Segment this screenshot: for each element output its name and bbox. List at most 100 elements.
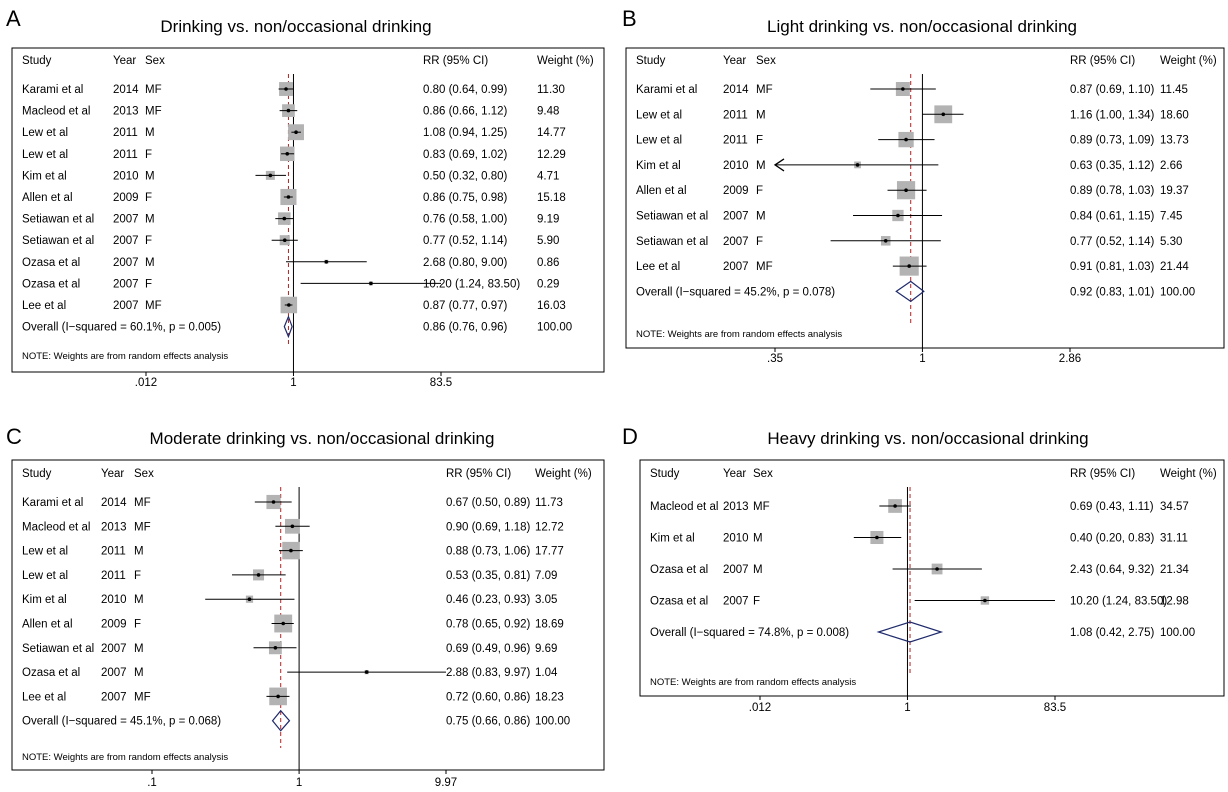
study-rr-ci: 1.08 (0.94, 1.25)	[423, 127, 508, 139]
point-estimate	[289, 548, 293, 553]
ci-truncation-arrow	[773, 158, 785, 172]
study-rr-ci: 2.68 (0.80, 9.00)	[423, 257, 508, 269]
study-weight: 19.37	[1160, 185, 1189, 197]
study-rr-ci: 0.83 (0.69, 1.02)	[423, 149, 508, 161]
study-rr-ci: 0.89 (0.78, 1.03)	[1070, 185, 1155, 197]
study-sex: M	[753, 564, 763, 576]
study-label: Setiawan et al	[22, 214, 94, 226]
study-year: 2007	[113, 235, 139, 247]
study-year: 2007	[101, 643, 127, 655]
header-study: Study	[650, 468, 680, 480]
study-rr-ci: 0.88 (0.73, 1.06)	[446, 546, 531, 558]
overall-rr-ci: 0.92 (0.83, 1.01)	[1070, 286, 1155, 298]
study-label: Lee et al	[22, 300, 66, 312]
study-label: Kim et al	[22, 594, 67, 606]
header-study: Study	[22, 55, 52, 67]
x-tick-label: .012	[749, 702, 771, 714]
overall-label: Overall (I−squared = 74.8%, p = 0.008)	[650, 627, 849, 639]
study-weight: 11.73	[535, 497, 563, 509]
study-label: Lew et al	[22, 127, 68, 139]
header-weight: Weight (%)	[1160, 55, 1217, 67]
panel-frame	[625, 47, 1225, 349]
point-estimate	[369, 281, 373, 286]
study-label: Macleod et al	[22, 521, 90, 533]
point-estimate	[286, 108, 291, 113]
panel-letter: A	[6, 6, 21, 31]
point-estimate	[286, 195, 291, 199]
x-tick-label: 83.5	[1044, 702, 1066, 714]
study-weight: 14.77	[537, 127, 566, 139]
study-year: 2014	[723, 84, 749, 96]
study-sex: F	[145, 149, 152, 161]
header-year: Year	[113, 55, 136, 67]
study-label: Setiawan et al	[636, 211, 708, 223]
study-rr-ci: 0.67 (0.50, 0.89)	[446, 497, 531, 509]
study-weight: 5.30	[1160, 236, 1182, 248]
study-year: 2009	[723, 185, 749, 197]
study-weight: 9.19	[537, 214, 559, 226]
study-year: 2007	[113, 214, 139, 226]
study-rr-ci: 0.84 (0.61, 1.15)	[1070, 211, 1155, 223]
header-weight: Weight (%)	[1160, 468, 1217, 480]
study-weight: 18.69	[535, 619, 564, 631]
study-year: 2007	[723, 236, 749, 248]
study-weight: 11.30	[537, 84, 565, 96]
study-rr-ci: 0.53 (0.35, 0.81)	[446, 570, 531, 582]
study-rr-ci: 10.20 (1.24, 83.50)	[423, 278, 520, 290]
study-sex: M	[756, 211, 766, 223]
study-label: Kim et al	[22, 170, 67, 182]
study-sex: MF	[756, 84, 773, 96]
overall-weight: 100.00	[1160, 627, 1195, 639]
point-estimate	[324, 260, 329, 264]
weights-note: NOTE: Weights are from random effects an…	[22, 351, 228, 362]
study-rr-ci: 0.86 (0.75, 0.98)	[423, 192, 508, 204]
study-label: Allen et al	[22, 192, 73, 204]
point-estimate	[983, 598, 987, 603]
header-study: Study	[636, 55, 666, 67]
panel-letter: D	[622, 424, 638, 449]
x-tick-label: .35	[767, 353, 783, 365]
point-estimate	[896, 213, 900, 218]
study-year: 2007	[723, 564, 749, 576]
point-estimate	[284, 87, 288, 91]
panel-title: Moderate drinking vs. non/occasional dri…	[150, 429, 495, 448]
study-sex: M	[756, 160, 766, 172]
study-rr-ci: 2.88 (0.83, 9.97)	[446, 667, 531, 679]
study-year: 2010	[101, 594, 127, 606]
study-sex: M	[145, 214, 155, 226]
header-rr: RR (95% CI)	[1070, 55, 1135, 67]
study-rr-ci: 10.20 (1.24, 83.50)	[1070, 596, 1167, 608]
study-rr-ci: 0.78 (0.65, 0.92)	[446, 619, 531, 631]
study-year: 2007	[723, 211, 749, 223]
header-sex: Sex	[134, 468, 154, 480]
point-estimate	[285, 152, 290, 156]
study-sex: M	[145, 170, 155, 182]
study-rr-ci: 0.80 (0.64, 0.99)	[423, 84, 508, 96]
point-estimate	[883, 239, 888, 243]
overall-diamond	[271, 709, 291, 732]
study-weight: 9.48	[537, 106, 559, 118]
study-sex: MF	[134, 521, 151, 533]
overall-diamond	[283, 314, 293, 339]
study-label: Kim et al	[636, 160, 681, 172]
x-tick-label: 9.97	[435, 777, 457, 789]
overall-rr-ci: 1.08 (0.42, 2.75)	[1070, 627, 1155, 639]
study-year: 2007	[723, 261, 749, 273]
study-sex: MF	[134, 691, 151, 703]
study-weight: 5.90	[537, 235, 559, 247]
study-rr-ci: 0.72 (0.60, 0.86)	[446, 691, 531, 703]
point-estimate	[287, 303, 291, 307]
overall-rr-ci: 0.75 (0.66, 0.86)	[446, 716, 531, 728]
study-weight: 1.04	[535, 667, 558, 679]
study-year: 2011	[723, 135, 748, 147]
study-weight: 18.23	[535, 691, 564, 703]
study-weight: 3.05	[535, 594, 557, 606]
overall-rr-ci: 0.86 (0.76, 0.96)	[423, 322, 508, 334]
study-sex: M	[134, 667, 144, 679]
overall-label: Overall (I−squared = 45.1%, p = 0.068)	[22, 716, 221, 728]
header-sex: Sex	[753, 468, 773, 480]
study-label: Lew et al	[22, 570, 68, 582]
study-rr-ci: 0.89 (0.73, 1.09)	[1070, 135, 1155, 147]
point-estimate	[247, 597, 252, 601]
study-rr-ci: 0.87 (0.69, 1.10)	[1070, 84, 1155, 96]
